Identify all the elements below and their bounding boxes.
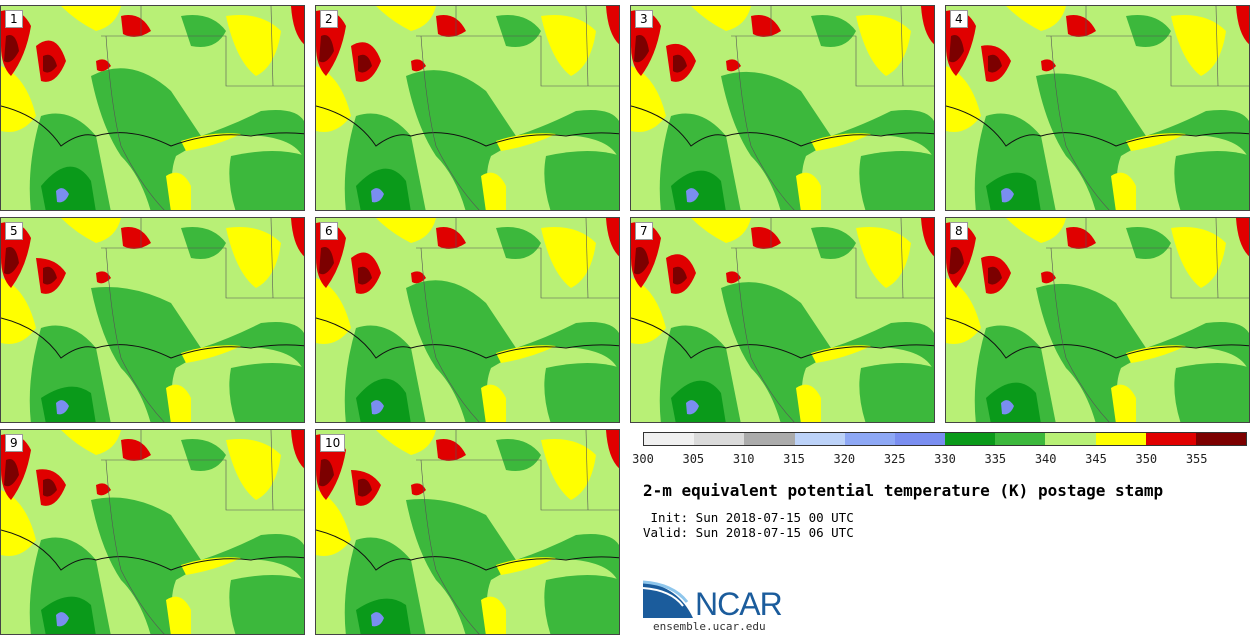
ensemble-member-map: 4: [945, 5, 1250, 211]
member-label: 7: [635, 222, 653, 240]
colorbar-tick-label: 310: [732, 452, 755, 466]
ensemble-member-map: 6: [315, 217, 620, 423]
colorbar-segment: [945, 433, 996, 445]
member-label: 1: [5, 10, 23, 28]
colorbar-tick-label: 325: [883, 452, 906, 466]
ensemble-member-map: 3: [630, 5, 935, 211]
colorbar-tick-label: 345: [1085, 452, 1107, 466]
colorbar-tick-label: 340: [1034, 452, 1057, 466]
member-label: 10: [320, 434, 346, 452]
theta-e-field: [946, 6, 1249, 210]
colorbar-segment: [644, 433, 695, 445]
colorbar-tick-label: 330: [934, 452, 956, 466]
colorbar-segment: [1045, 433, 1096, 445]
plot-title: 2-m equivalent potential temperature (K)…: [643, 481, 1164, 500]
member-label: 8: [950, 222, 968, 240]
member-label: 2: [320, 10, 338, 28]
theta-e-field: [316, 6, 619, 210]
colorbar-segment: [894, 433, 946, 445]
colorbar-segment: [1145, 433, 1196, 445]
colorbar-segment: [1195, 433, 1247, 445]
colorbar-segment: [744, 433, 795, 445]
member-label: 4: [950, 10, 968, 28]
ncar-logo-text: NCAR: [695, 586, 783, 622]
colorbar-tick-label: 335: [984, 452, 1007, 466]
theta-e-field: [946, 218, 1249, 422]
theta-e-field: [316, 430, 619, 634]
member-label: 6: [320, 222, 338, 240]
colorbar-tick-label: 315: [783, 452, 805, 466]
colorbar-segment: [694, 433, 745, 445]
colorbar-segment: [1095, 433, 1146, 445]
theta-e-field: [316, 218, 619, 422]
member-label: 3: [635, 10, 653, 28]
colorbar-tick-label: 350: [1135, 452, 1158, 466]
colorbar-segment: [794, 433, 845, 445]
colorbar-segment: [844, 433, 895, 445]
colorbar-tick-label: 355: [1185, 452, 1208, 466]
theta-e-field: [631, 6, 934, 210]
ensemble-member-map: 9: [0, 429, 305, 635]
theta-e-field: [1, 430, 304, 634]
theta-e-field: [1, 6, 304, 210]
ensemble-member-map: 7: [630, 217, 935, 423]
init-time: Init: Sun 2018-07-15 00 UTC: [643, 510, 854, 525]
ncar-logo-icon: [643, 580, 693, 618]
site-url: ensemble.ucar.edu: [653, 620, 766, 633]
colorbar: [643, 432, 1247, 446]
member-label: 5: [5, 222, 23, 240]
theta-e-field: [1, 218, 304, 422]
valid-time: Valid: Sun 2018-07-15 06 UTC: [643, 525, 854, 540]
colorbar-tick-label: 320: [833, 452, 856, 466]
ensemble-member-map: 2: [315, 5, 620, 211]
ensemble-member-map: 8: [945, 217, 1250, 423]
member-label: 9: [5, 434, 23, 452]
ensemble-member-map: 10: [315, 429, 620, 635]
colorbar-tick-label: 305: [682, 452, 705, 466]
ensemble-member-map: 1: [0, 5, 305, 211]
colorbar-segment: [995, 433, 1046, 445]
colorbar-tick-label: 300: [632, 452, 654, 466]
ensemble-member-map: 5: [0, 217, 305, 423]
theta-e-field: [631, 218, 934, 422]
